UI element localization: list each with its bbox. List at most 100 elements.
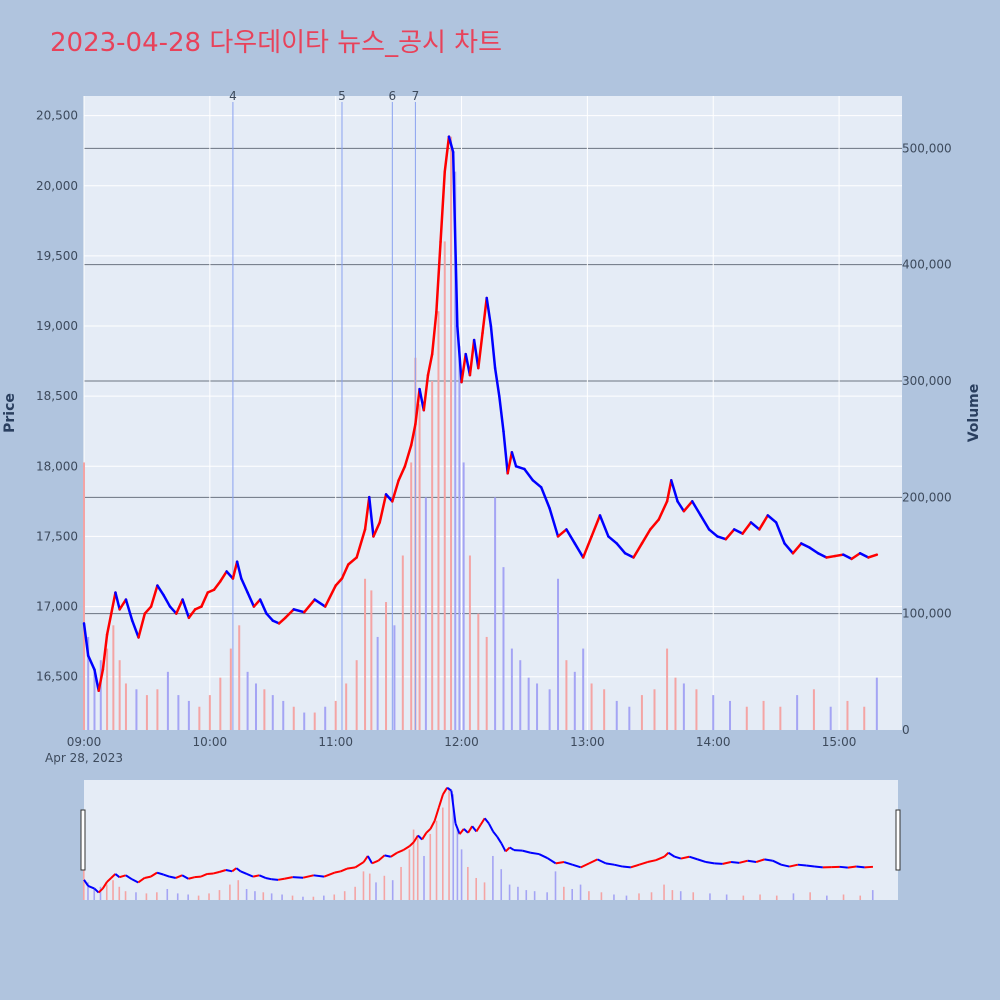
mini-price-segment [271,878,279,881]
volume-bar [292,706,295,730]
price-segment [506,451,514,475]
mini-volume-bar [112,880,114,900]
mini-price-segment [131,878,139,884]
mini-price-segment [162,873,170,878]
volume-bar [615,700,618,730]
price-segment [581,535,593,559]
price-tick-label: 17,500 [36,529,78,543]
mini-price-segment [483,817,490,825]
mini-price-segment [213,870,220,875]
time-tick-label: 14:00 [696,735,731,749]
volume-tick-label: 100,000 [902,607,952,621]
volume-bar [431,381,434,730]
volume-bar [582,648,585,730]
volume-bar [166,671,169,730]
mini-volume-bar [759,894,761,900]
price-segment [86,654,96,671]
mini-price-segment [446,786,452,792]
mini-price-segment [412,834,419,843]
mini-price-segment [471,825,478,833]
price-segment [682,500,694,513]
price-tick-label: 18,000 [36,459,78,473]
volume-bar [603,689,606,730]
price-segment [363,495,371,531]
mini-price-segment [739,859,748,864]
price-segment [323,584,337,608]
event-label: 7 [412,89,420,103]
volume-bar [87,636,90,730]
mini-price-segment [530,851,540,856]
price-segment [422,373,430,412]
price-segment [749,521,761,531]
mini-volume-bar [391,880,394,900]
range-slider-price [83,786,874,894]
mini-price-segment [425,828,432,834]
volume-tick-label: 300,000 [902,374,952,388]
date-label: Apr 28, 2023 [45,751,123,765]
price-segment [842,553,853,561]
price-segment [181,598,191,620]
time-tick-label: 10:00 [193,735,228,749]
price-segment [292,608,306,614]
volume-bar [401,555,404,730]
mini-volume-bar [237,880,240,900]
mini-price-segment [106,877,112,883]
price-segment [502,429,509,475]
price-segment [313,598,327,608]
volume-bar [829,706,832,730]
mini-price-segment [110,873,116,879]
price-tick-label: 19,000 [36,319,78,333]
mini-price-segment [169,875,177,879]
price-segment [355,528,367,559]
mini-price-segment [437,794,444,808]
volume-bar [468,555,471,730]
volume-bar [135,689,138,730]
price-segment [105,612,113,636]
price-segment [447,135,455,154]
mini-volume-bar [245,888,248,900]
mini-price-segment [789,863,799,868]
price-segment [200,591,209,608]
price-segment [258,598,268,615]
mini-volume-bar [441,807,444,900]
volume-bar [712,695,715,730]
price-segment [556,528,568,538]
mini-volume-bar [229,884,231,900]
range-slider-right-handle[interactable] [895,809,901,871]
mini-price-segment [114,873,121,878]
mini-volume-bar [467,866,469,900]
price-segment [219,570,228,583]
event-label: 5 [338,89,346,103]
volume-bar [666,648,669,730]
price-segment [403,444,413,468]
price-segment [623,552,635,559]
mini-price-segment [384,854,392,858]
mini-volume-bar [859,895,862,900]
mini-volume-bar [135,892,137,900]
price-segment [110,591,117,615]
price-segment [451,150,459,328]
mini-price-segment [429,820,436,830]
mini-volume-bar [483,882,486,900]
price-segment [225,570,235,580]
volume-bar [536,683,539,730]
volume-bar [303,712,306,730]
price-segment [489,324,497,370]
range-slider-left-handle[interactable] [80,809,86,871]
range-slider-background[interactable] [84,780,898,900]
mini-price-segment [555,861,565,865]
price-segment [93,668,100,692]
time-tick-label: 12:00 [444,735,479,749]
mini-volume-bar [124,891,127,900]
mini-volume-bar [118,886,121,900]
price-segment [175,598,184,615]
price-segment [414,387,421,426]
mini-price-segment [663,852,670,858]
volume-bar [229,648,232,730]
mini-price-segment [697,858,707,863]
mini-price-segment [563,861,573,866]
mini-volume-bar [343,891,346,900]
mini-volume-bar [571,888,573,900]
mini-volume-bar [197,895,200,900]
volume-bar [106,648,109,730]
